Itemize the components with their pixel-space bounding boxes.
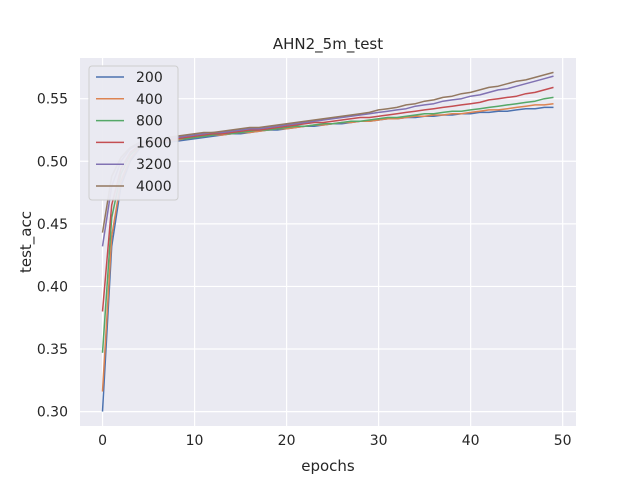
x-axis-label: epochs (301, 457, 355, 475)
x-tick-label: 50 (554, 433, 572, 449)
y-tick-label: 0.55 (37, 92, 68, 108)
chart-title: AHN2_5m_test (273, 35, 383, 54)
x-tick-label: 20 (278, 433, 296, 449)
y-tick-label: 0.35 (37, 342, 68, 358)
legend-label: 1600 (136, 135, 172, 151)
x-tick-label: 10 (186, 433, 204, 449)
legend-label: 3200 (136, 157, 172, 173)
legend-label: 4000 (136, 179, 172, 195)
y-tick-label: 0.45 (37, 217, 68, 233)
y-axis-label: test_acc (17, 211, 36, 273)
legend: 200 400 800 1600 3200 4000 (88, 65, 179, 201)
x-tick-label: 30 (370, 433, 388, 449)
y-tick-label: 0.40 (37, 279, 68, 295)
x-tick-labels: 0 10 20 30 40 50 (98, 433, 571, 449)
y-tick-label: 0.50 (37, 154, 68, 170)
y-tick-label: 0.30 (37, 405, 68, 421)
x-tick-label: 40 (462, 433, 480, 449)
x-tick-label: 0 (98, 433, 107, 449)
legend-label: 200 (136, 70, 163, 86)
legend-label: 800 (136, 114, 163, 130)
y-tick-labels: 0.30 0.35 0.40 0.45 0.50 0.55 (37, 92, 68, 421)
grid (80, 58, 576, 426)
legend-label: 400 (136, 92, 163, 108)
